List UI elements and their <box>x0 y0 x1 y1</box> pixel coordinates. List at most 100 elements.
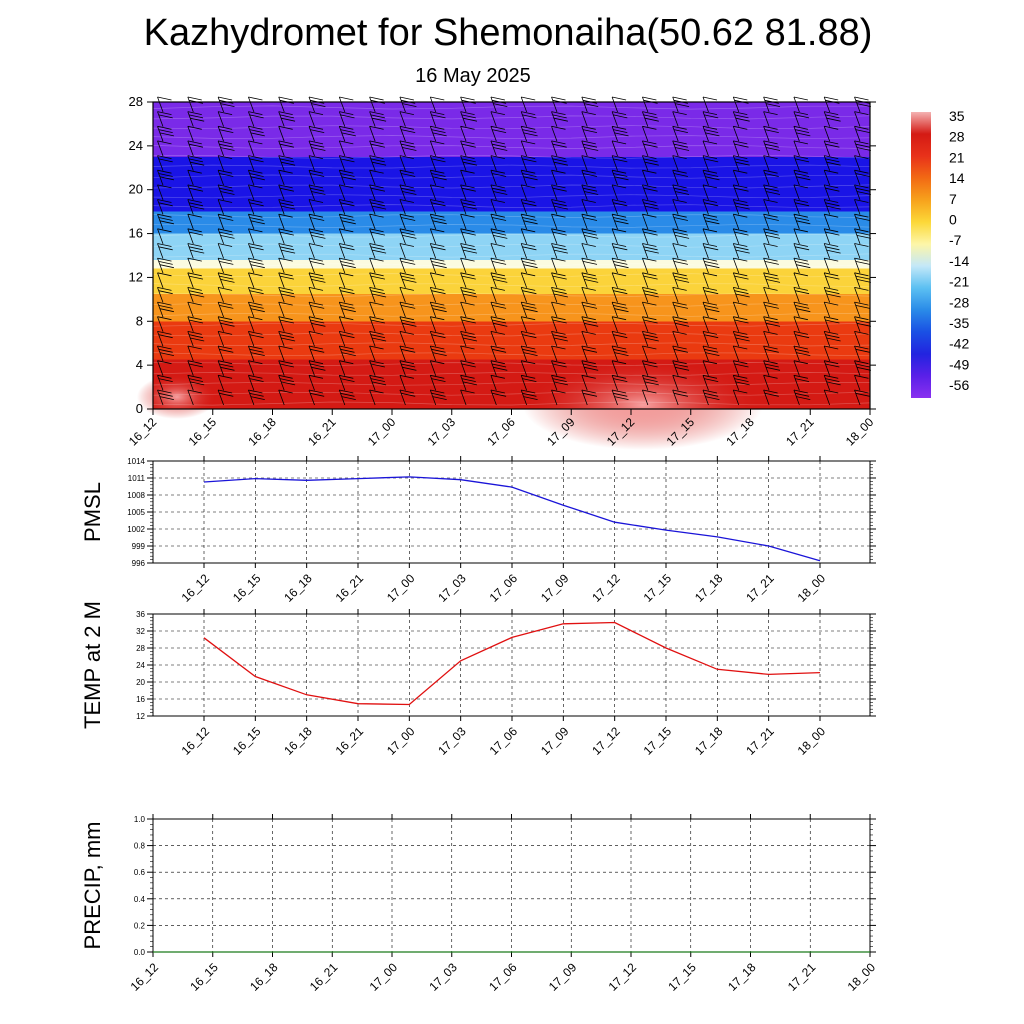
wind-barb-flag <box>643 290 658 295</box>
wind-barb-flag <box>764 173 779 177</box>
wind-barb-flag <box>765 322 781 327</box>
wind-barb-flag <box>793 389 808 394</box>
wind-barb-flag <box>370 334 385 339</box>
wind-barb-staff <box>732 184 740 201</box>
wind-barb-flag <box>704 158 719 163</box>
wind-barb-flag <box>672 169 687 174</box>
wind-barb-flag <box>763 228 778 233</box>
wind-barb-flag <box>584 279 599 283</box>
wind-barb-flag <box>339 140 354 145</box>
wind-barb-staff <box>672 96 679 113</box>
wind-barb-staff <box>460 375 467 391</box>
wind-barb-flag <box>370 363 385 368</box>
wind-barb-flag <box>672 287 687 291</box>
wind-barb-flag <box>521 331 536 335</box>
wind-barb-staff <box>763 389 770 406</box>
wind-barb-flag <box>218 374 233 379</box>
wind-barb-flag <box>553 249 568 254</box>
x-tick-label: 16_18 <box>247 960 281 994</box>
wind-barb-staff <box>551 272 558 288</box>
wind-barb-flag <box>705 308 720 313</box>
wind-barb-staff <box>187 199 194 215</box>
wind-barb-flag <box>582 231 598 236</box>
wind-barb-flag <box>551 243 566 247</box>
wind-barb-flag <box>460 169 475 174</box>
wind-barb-staff <box>642 170 649 186</box>
wind-barb-flag <box>462 205 478 210</box>
wind-barb-flag <box>521 96 536 101</box>
wind-barb-flag <box>308 140 324 145</box>
wind-barb-staff <box>217 287 224 303</box>
wind-barb-flag <box>278 111 293 115</box>
wind-barb-staff <box>732 214 740 230</box>
wind-barb-staff <box>520 287 528 303</box>
wind-barb-flag <box>431 290 446 295</box>
x-tick-label: 17_09 <box>538 571 572 605</box>
wind-barb-staff <box>217 96 224 113</box>
wind-barb-flag <box>401 319 416 324</box>
wind-barb-staff <box>551 345 558 362</box>
wind-barb-staff <box>520 214 528 230</box>
wind-barb-flag <box>401 363 416 368</box>
wind-barb-staff <box>369 155 376 171</box>
wind-barb-flag <box>218 389 233 394</box>
wind-barb-staff <box>429 301 437 318</box>
wind-barb-flag <box>308 228 324 233</box>
wind-barb-flag <box>825 290 840 295</box>
chart-title: Kazhydromet for Shemonaiha(50.62 81.88) <box>143 12 873 54</box>
wind-barb-flag <box>399 213 414 218</box>
wind-barb-flag <box>523 308 538 313</box>
wind-barb-staff <box>551 287 558 303</box>
wind-barb-flag <box>279 378 294 382</box>
wind-barb-flag <box>339 272 354 277</box>
wind-barb-flag <box>157 360 172 365</box>
wind-barb-staff <box>763 331 770 347</box>
wind-barb-flag <box>402 322 417 327</box>
wind-barb-flag <box>581 199 596 203</box>
wind-barb-flag <box>462 337 478 342</box>
wind-barb-flag <box>763 140 778 145</box>
wind-barb-flag <box>642 257 657 262</box>
wind-barb-flag <box>824 331 839 335</box>
wind-barb-staff <box>581 257 588 274</box>
x-tick-label: 17_18 <box>725 960 759 994</box>
y-tick-label: 20 <box>129 182 143 197</box>
wind-barb-flag <box>159 220 174 225</box>
wind-barb-flag <box>187 360 202 365</box>
wind-barb-staff <box>217 243 224 259</box>
wind-barb-flag <box>855 217 870 221</box>
wind-barb-staff <box>248 126 255 142</box>
wind-barb-staff <box>793 199 800 215</box>
wind-barb-staff <box>823 199 831 215</box>
wind-barb-flag <box>581 228 596 233</box>
wind-barb-flag <box>733 272 748 277</box>
wind-barb-flag <box>493 191 508 195</box>
wind-barb-staff <box>278 184 285 201</box>
wind-barb-flag <box>824 287 839 291</box>
wind-barb-flag <box>399 257 414 262</box>
wind-barb-flag <box>369 243 384 247</box>
wind-barb-flag <box>551 272 566 277</box>
wind-barb-flag <box>793 345 808 350</box>
wind-barb-flag <box>430 125 445 130</box>
wind-barb-staff <box>490 111 497 127</box>
wind-barb-flag <box>552 231 567 236</box>
wind-barb-flag <box>705 352 720 356</box>
wind-barb-staff <box>611 170 618 186</box>
wind-barb-staff <box>854 170 861 186</box>
wind-barb-flag <box>401 187 416 192</box>
wind-barb-flag <box>523 396 538 400</box>
wind-barb-staff <box>460 184 467 201</box>
x-tick-label: 16_12 <box>179 571 213 605</box>
wind-barb-flag <box>278 169 293 174</box>
wind-barb-staff <box>732 272 740 288</box>
wind-barb-flag <box>733 213 748 218</box>
wind-barb-staff <box>672 140 679 157</box>
wind-barb-staff <box>702 257 709 274</box>
wind-barb-staff <box>611 228 618 244</box>
wind-barb-flag <box>490 155 505 159</box>
wind-barb-flag <box>492 143 507 148</box>
wind-barb-flag <box>278 316 293 321</box>
wind-barb-flag <box>187 345 202 350</box>
wind-barb-staff <box>490 287 497 303</box>
